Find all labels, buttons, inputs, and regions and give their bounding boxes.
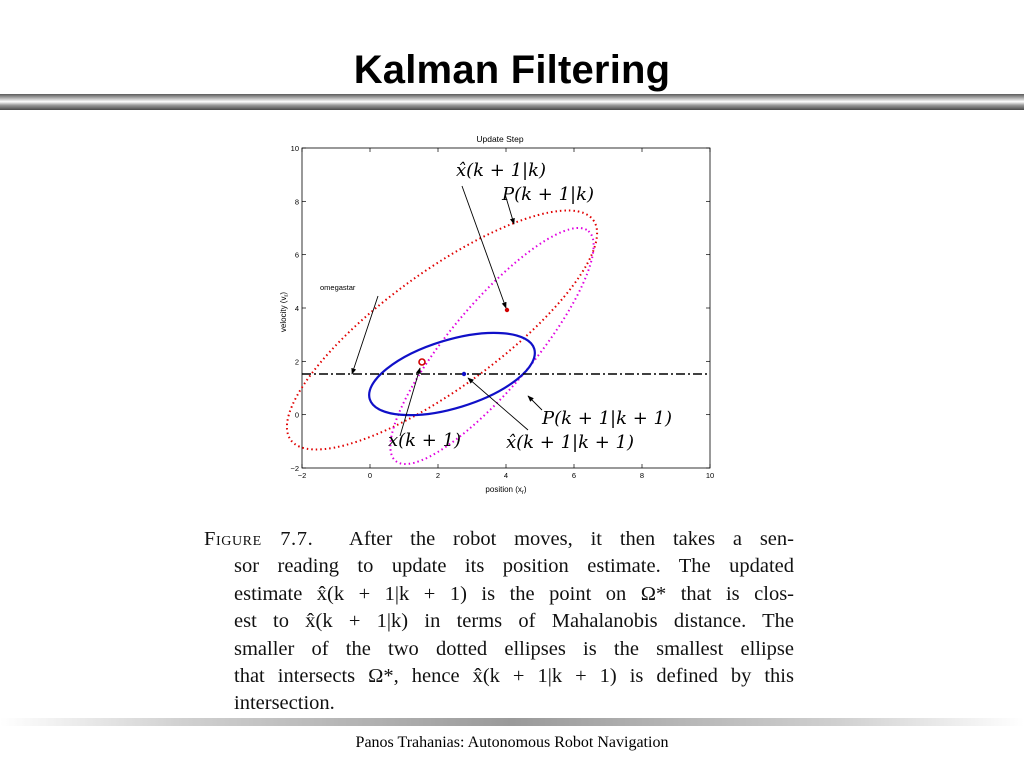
y-tick-label: 6 bbox=[295, 251, 299, 260]
arrow-omega-star bbox=[351, 295, 379, 375]
slide-title: Kalman Filtering bbox=[353, 48, 671, 92]
kalman-update-figure: Update Step −2 0 2 4 6 8 10 −2 0 2 4 6 8 10 x̂(k + 1|… bbox=[270, 128, 730, 498]
caption-line-5: smaller of the two dotted ellipses is th… bbox=[234, 637, 794, 660]
caption-text: After the robot moves, it then takes a s… bbox=[349, 528, 794, 550]
x-tick-label: 8 bbox=[640, 471, 644, 480]
axis-ticks: −2 0 2 4 6 8 10 −2 0 2 4 6 8 10 bbox=[290, 144, 714, 480]
y-axis-label: velocity (vr) bbox=[279, 292, 290, 333]
predicted-estimate-point bbox=[504, 307, 510, 313]
updated-estimate-point bbox=[461, 371, 467, 377]
caption-line-3: estimate x̂(k + 1|k + 1) is the point on… bbox=[234, 582, 794, 605]
y-tick-label: 10 bbox=[291, 144, 299, 153]
label-measurement: x(k + 1) bbox=[388, 430, 461, 451]
arrow-updated-covariance bbox=[527, 395, 543, 411]
x-tick-label: 4 bbox=[504, 471, 508, 480]
label-omega-star: omegastar bbox=[320, 283, 356, 292]
y-tick-label: −2 bbox=[290, 464, 299, 473]
label-updated-estimate: x̂(k + 1|k + 1) bbox=[506, 432, 634, 453]
updated-covariance-ellipse bbox=[368, 331, 536, 417]
caption-line-7: intersection. bbox=[234, 692, 335, 715]
caption-line-1: Figure 7.7. After the robot moves, it th… bbox=[204, 526, 794, 553]
y-tick-label: 2 bbox=[295, 357, 299, 366]
footer-divider-bar bbox=[0, 718, 1024, 726]
slide-footer: Panos Trahanias: Autonomous Robot Naviga… bbox=[355, 734, 669, 751]
label-predicted-covariance: P(k + 1|k) bbox=[501, 184, 594, 205]
label-updated-covariance: P(k + 1|k + 1) bbox=[541, 408, 672, 429]
caption-line-6: that intersects Ω*, hence x̂(k + 1|k + 1… bbox=[234, 665, 794, 688]
x-tick-label: 10 bbox=[706, 471, 714, 480]
x-tick-label: 0 bbox=[368, 471, 372, 480]
arrow-measurement bbox=[399, 367, 421, 437]
x-axis-label: position (xr) bbox=[485, 485, 526, 496]
plot-title: Update Step bbox=[476, 134, 524, 144]
caption-figure-label: Figure 7.7. bbox=[204, 528, 314, 550]
label-predicted-estimate: x̂(k + 1|k) bbox=[456, 160, 546, 181]
predicted-covariance-ellipse bbox=[285, 209, 599, 451]
arrow-predicted-covariance bbox=[504, 193, 515, 225]
x-tick-label: −2 bbox=[298, 471, 307, 480]
caption-line-2: sor reading to update its position estim… bbox=[234, 555, 794, 578]
figure-caption: Figure 7.7. After the robot moves, it th… bbox=[204, 526, 794, 718]
y-tick-label: 8 bbox=[295, 197, 299, 206]
update-step-plot: Update Step −2 0 2 4 6 8 10 −2 0 2 4 6 8 10 x̂(k + 1|… bbox=[279, 134, 714, 496]
y-tick-label: 4 bbox=[295, 304, 299, 313]
x-tick-label: 2 bbox=[436, 471, 440, 480]
measurement-point bbox=[418, 358, 426, 366]
arrow-updated-estimate bbox=[467, 377, 529, 431]
x-tick-label: 6 bbox=[572, 471, 576, 480]
y-tick-label: 0 bbox=[295, 411, 299, 420]
caption-line-4: est to x̂(k + 1|k) in terms of Mahalanob… bbox=[234, 610, 794, 633]
arrow-predicted-estimate bbox=[461, 185, 507, 309]
title-divider-bar bbox=[0, 94, 1024, 110]
